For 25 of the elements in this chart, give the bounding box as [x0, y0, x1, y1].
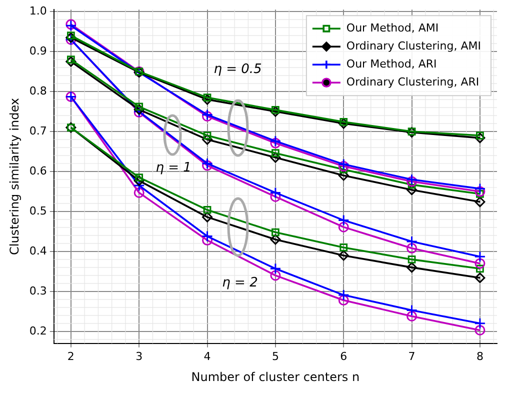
y-tick-label: 0.6 — [29, 164, 47, 178]
x-tick-label: 4 — [204, 350, 211, 363]
x-tick-label: 8 — [476, 350, 484, 363]
y-tick-label: 0.4 — [29, 244, 47, 258]
annotation: η = 0.5 — [214, 62, 262, 78]
y-tick-label: 1.0 — [29, 4, 47, 18]
y-tick-label: 0.2 — [29, 324, 47, 338]
y-axis-title: Clustering similarity index — [7, 98, 22, 255]
x-tick-label: 6 — [340, 350, 348, 363]
x-tick-label: 7 — [408, 350, 416, 363]
x-axis-title: Number of cluster centers n — [191, 370, 360, 384]
legend-label: Our Method, AMI — [346, 21, 439, 34]
x-tick-label: 5 — [272, 350, 279, 363]
annotation: η = 2 — [222, 276, 258, 291]
legend-label: Ordinary Clustering, AMI — [346, 39, 482, 52]
y-tick-label: 0.9 — [29, 44, 47, 58]
x-tick-label: 2 — [67, 350, 74, 363]
y-tick-label: 0.7 — [29, 124, 47, 138]
annotation: η = 1 — [156, 160, 192, 176]
y-tick-label: 0.8 — [29, 84, 47, 98]
x-tick-label: 3 — [136, 350, 143, 363]
legend-label: Ordinary Clustering, ARI — [346, 75, 480, 88]
legend-label: Our Method, ARI — [346, 57, 437, 70]
y-tick-label: 0.5 — [29, 204, 47, 218]
y-tick-label: 0.3 — [29, 284, 47, 298]
